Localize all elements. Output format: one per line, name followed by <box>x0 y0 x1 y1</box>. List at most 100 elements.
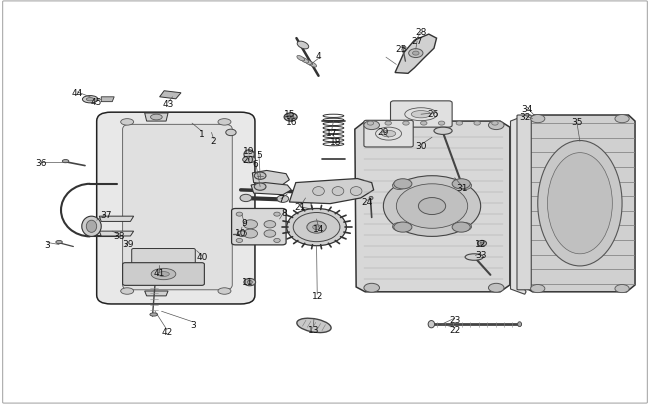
Text: 27: 27 <box>411 36 422 45</box>
Ellipse shape <box>394 222 412 232</box>
Text: 12: 12 <box>475 239 486 248</box>
Ellipse shape <box>403 122 410 126</box>
Text: 44: 44 <box>72 89 83 98</box>
Ellipse shape <box>247 281 252 284</box>
Ellipse shape <box>240 195 252 202</box>
Ellipse shape <box>452 179 471 190</box>
Text: 16: 16 <box>286 118 298 127</box>
Ellipse shape <box>530 115 545 124</box>
Ellipse shape <box>86 98 94 102</box>
Ellipse shape <box>218 288 231 294</box>
Polygon shape <box>525 116 635 292</box>
Ellipse shape <box>517 322 521 327</box>
Text: 20: 20 <box>243 155 254 164</box>
Text: 28: 28 <box>415 28 426 37</box>
FancyBboxPatch shape <box>97 113 255 304</box>
Text: 38: 38 <box>113 231 125 240</box>
Ellipse shape <box>419 198 446 215</box>
Ellipse shape <box>364 122 380 130</box>
Ellipse shape <box>244 150 254 159</box>
Text: 3: 3 <box>44 241 50 249</box>
Text: 23: 23 <box>449 315 460 324</box>
Ellipse shape <box>488 122 504 130</box>
Ellipse shape <box>236 213 242 217</box>
Text: 31: 31 <box>457 183 468 192</box>
Ellipse shape <box>297 42 309 50</box>
Text: 4: 4 <box>316 52 321 61</box>
Text: 25: 25 <box>396 45 407 53</box>
Polygon shape <box>145 291 168 296</box>
Text: 36: 36 <box>35 158 47 167</box>
Text: 45: 45 <box>91 98 103 107</box>
Ellipse shape <box>411 111 431 119</box>
FancyBboxPatch shape <box>517 116 531 290</box>
Ellipse shape <box>547 153 612 254</box>
Ellipse shape <box>237 231 246 237</box>
Text: 14: 14 <box>313 224 324 233</box>
Ellipse shape <box>438 122 445 126</box>
Text: 12: 12 <box>311 292 323 301</box>
Ellipse shape <box>274 239 280 243</box>
Ellipse shape <box>264 221 276 228</box>
Ellipse shape <box>297 318 331 333</box>
Polygon shape <box>101 98 114 102</box>
Ellipse shape <box>274 213 280 217</box>
Text: 1: 1 <box>199 129 205 139</box>
Ellipse shape <box>332 187 344 196</box>
Text: 9: 9 <box>241 218 247 227</box>
Ellipse shape <box>284 114 297 122</box>
Ellipse shape <box>615 285 629 293</box>
Polygon shape <box>145 114 168 122</box>
Ellipse shape <box>369 197 373 200</box>
Ellipse shape <box>384 176 480 237</box>
Text: 35: 35 <box>571 118 582 127</box>
Ellipse shape <box>396 184 468 229</box>
Text: 15: 15 <box>283 110 295 119</box>
Text: 24: 24 <box>361 197 373 206</box>
Ellipse shape <box>313 187 324 196</box>
Ellipse shape <box>393 182 406 190</box>
Text: 5: 5 <box>256 151 262 160</box>
Text: 22: 22 <box>449 325 460 334</box>
Ellipse shape <box>393 223 406 231</box>
Ellipse shape <box>474 122 480 126</box>
Ellipse shape <box>382 131 396 138</box>
Ellipse shape <box>121 288 134 294</box>
FancyBboxPatch shape <box>132 249 195 267</box>
Ellipse shape <box>350 187 362 196</box>
Text: 6: 6 <box>253 159 259 168</box>
Ellipse shape <box>530 285 545 293</box>
Text: 19: 19 <box>242 147 254 156</box>
Text: 39: 39 <box>122 239 133 248</box>
Text: 7: 7 <box>278 195 284 204</box>
Ellipse shape <box>615 115 629 124</box>
Text: 2: 2 <box>211 136 216 146</box>
Text: 18: 18 <box>330 137 341 147</box>
Ellipse shape <box>236 239 242 243</box>
Ellipse shape <box>477 241 486 247</box>
Ellipse shape <box>254 183 266 191</box>
Ellipse shape <box>458 182 471 190</box>
Ellipse shape <box>297 56 305 62</box>
Text: 26: 26 <box>427 110 438 119</box>
FancyBboxPatch shape <box>391 102 452 128</box>
Ellipse shape <box>385 122 391 126</box>
Polygon shape <box>99 217 134 222</box>
Ellipse shape <box>83 96 98 104</box>
FancyBboxPatch shape <box>364 121 413 147</box>
Ellipse shape <box>56 241 62 244</box>
Text: 21: 21 <box>294 203 306 212</box>
Text: 43: 43 <box>162 100 174 109</box>
Ellipse shape <box>254 173 266 180</box>
Ellipse shape <box>409 49 423 58</box>
Text: 32: 32 <box>519 113 530 121</box>
Ellipse shape <box>305 60 313 66</box>
Ellipse shape <box>364 284 380 292</box>
Ellipse shape <box>480 243 484 245</box>
Polygon shape <box>251 183 291 195</box>
Ellipse shape <box>293 213 340 242</box>
Ellipse shape <box>151 269 176 280</box>
Text: 17: 17 <box>326 129 337 138</box>
Ellipse shape <box>488 284 504 292</box>
Polygon shape <box>355 122 510 292</box>
